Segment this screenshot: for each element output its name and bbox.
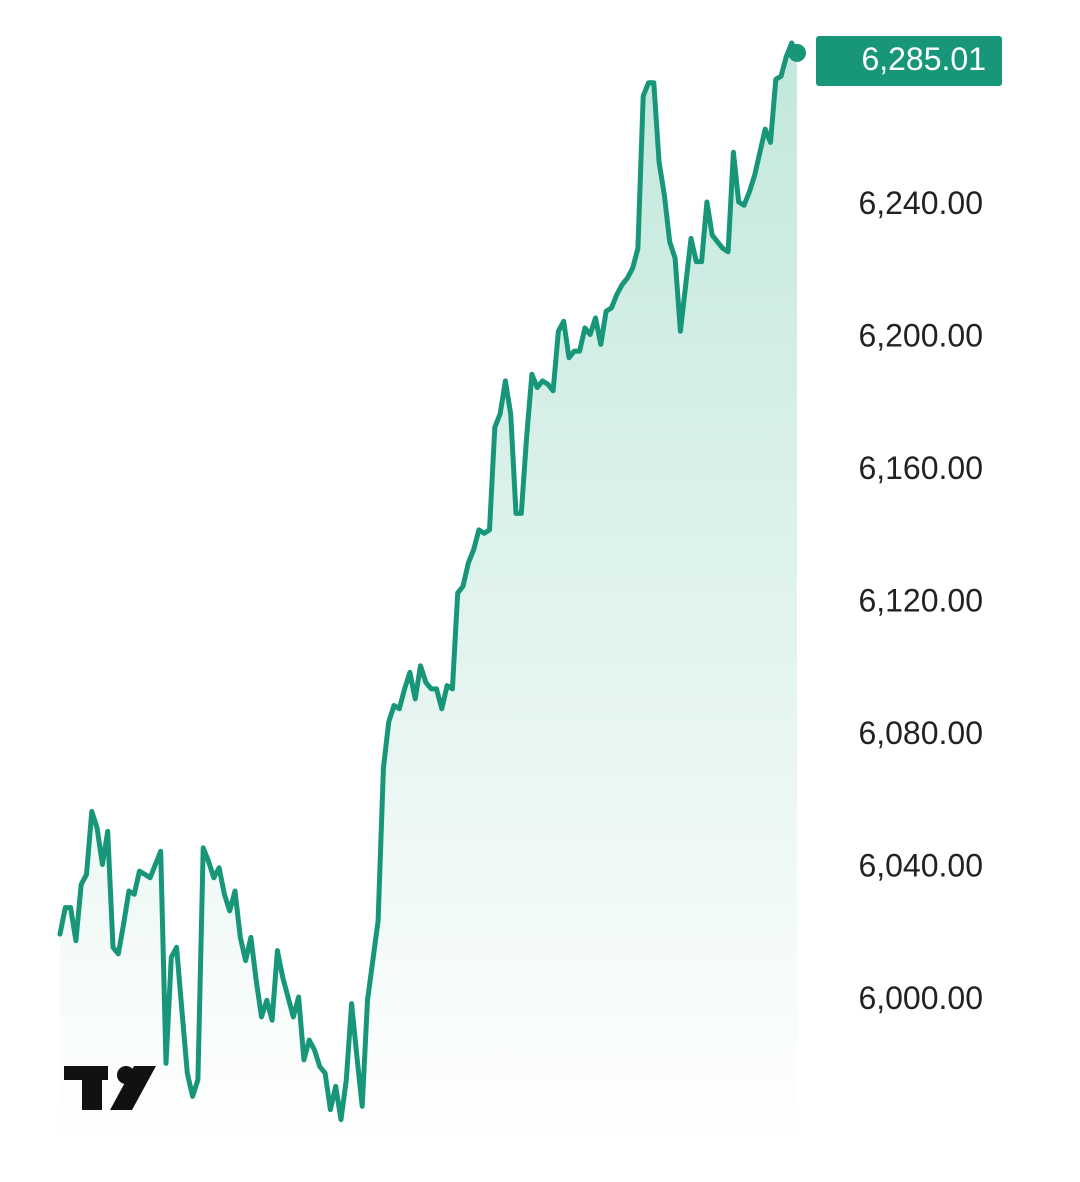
y-tick-label: 6,000.00 — [858, 980, 983, 1016]
y-tick-label: 6,200.00 — [858, 318, 983, 354]
y-axis: 6,240.00 6,200.00 6,160.00 6,120.00 6,080.00… — [858, 185, 983, 1016]
series-line — [57, 40, 800, 1123]
tradingview-logo-slash — [110, 1066, 156, 1110]
last-price-badge-label: 6,285.01 — [861, 41, 986, 77]
last-price-point — [788, 43, 806, 62]
tradingview-logo-icon[interactable] — [64, 1066, 156, 1110]
series-area-fill — [60, 43, 797, 1146]
y-tick-label: 6,160.00 — [858, 450, 983, 486]
last-price-badge-background — [816, 36, 1002, 86]
y-tick-label: 6,120.00 — [858, 583, 983, 619]
y-tick-label: 6,240.00 — [858, 185, 983, 221]
y-tick-label: 6,080.00 — [858, 715, 983, 751]
tradingview-logo-stem — [82, 1066, 102, 1110]
last-price-badge: 6,285.01 — [816, 36, 1002, 86]
y-tick-label: 6,040.00 — [858, 848, 983, 884]
plot-area — [57, 40, 806, 1146]
